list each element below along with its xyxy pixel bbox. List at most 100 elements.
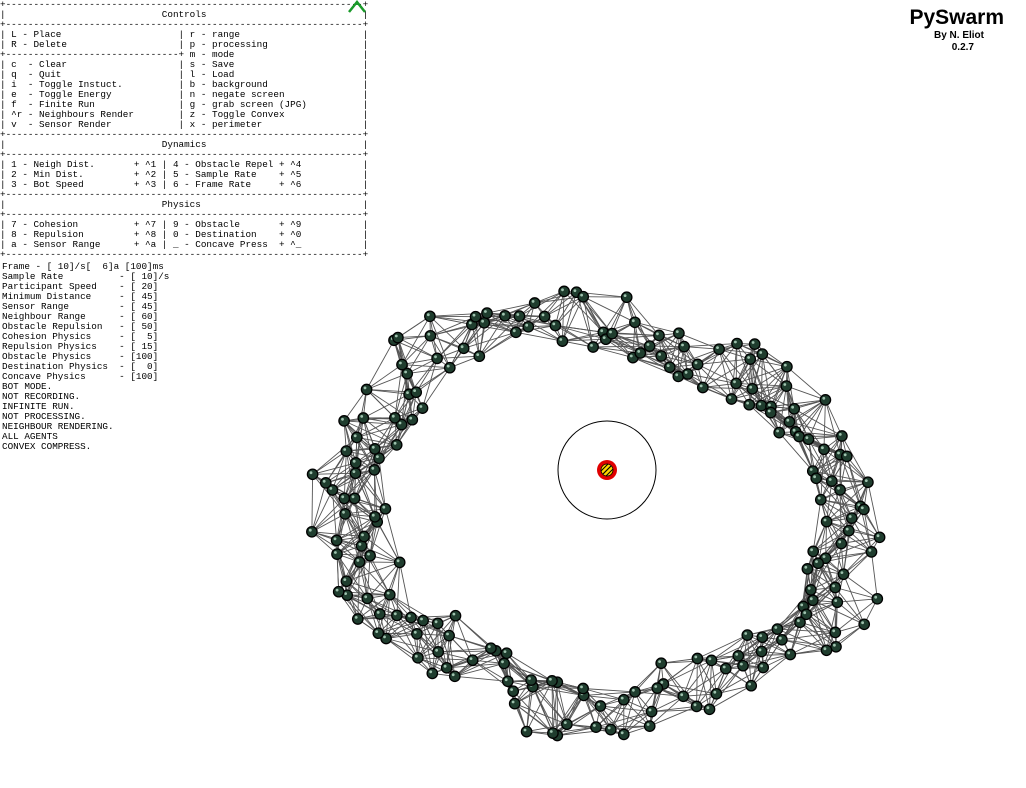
agent-node[interactable]	[547, 727, 559, 739]
agent-node[interactable]	[326, 484, 339, 496]
agent-node[interactable]	[341, 589, 354, 602]
agent-node[interactable]	[443, 629, 455, 642]
agent-node[interactable]	[837, 568, 850, 581]
agent-node[interactable]	[432, 646, 445, 658]
agent-node[interactable]	[538, 310, 551, 323]
agent-node[interactable]	[801, 563, 814, 575]
agent-node[interactable]	[606, 327, 618, 340]
agent-node[interactable]	[357, 412, 370, 424]
agent-node[interactable]	[349, 467, 362, 480]
agent-node[interactable]	[348, 492, 361, 505]
agent-node[interactable]	[353, 556, 366, 568]
agent-node[interactable]	[784, 648, 797, 661]
agent-node[interactable]	[744, 353, 757, 365]
agent-node[interactable]	[395, 418, 408, 431]
agent-node[interactable]	[771, 623, 784, 635]
agent-node[interactable]	[653, 329, 665, 342]
agent-node[interactable]	[873, 531, 886, 544]
agent-node[interactable]	[558, 285, 570, 298]
agent-node[interactable]	[730, 377, 742, 390]
agent-node[interactable]	[696, 381, 709, 394]
agent-node[interactable]	[513, 310, 526, 322]
agent-node[interactable]	[703, 703, 716, 716]
agent-node[interactable]	[340, 575, 353, 588]
agent-node[interactable]	[549, 319, 562, 332]
agent-node[interactable]	[831, 596, 844, 609]
agent-node[interactable]	[655, 350, 668, 362]
agent-node[interactable]	[431, 617, 444, 630]
agent-node[interactable]	[835, 537, 848, 550]
agent-node[interactable]	[629, 686, 641, 698]
agent-node[interactable]	[746, 382, 759, 395]
agent-node[interactable]	[577, 290, 590, 303]
agent-node[interactable]	[604, 723, 617, 736]
agent-node[interactable]	[802, 433, 815, 446]
agent-node[interactable]	[372, 627, 385, 640]
agent-node[interactable]	[617, 693, 630, 706]
agent-node[interactable]	[561, 718, 573, 731]
agent-node[interactable]	[501, 675, 514, 688]
agent-node[interactable]	[865, 546, 878, 558]
agent-node[interactable]	[629, 316, 641, 329]
agent-node[interactable]	[764, 406, 777, 419]
agent-node[interactable]	[424, 329, 437, 342]
agent-node[interactable]	[663, 361, 676, 374]
agent-node[interactable]	[449, 609, 462, 622]
agent-node[interactable]	[469, 310, 482, 323]
agent-node[interactable]	[705, 654, 718, 667]
agent-node[interactable]	[783, 415, 796, 428]
agent-node[interactable]	[725, 393, 738, 405]
agent-node[interactable]	[862, 476, 874, 489]
agent-node[interactable]	[830, 640, 842, 653]
agent-node[interactable]	[829, 581, 842, 594]
agent-node[interactable]	[330, 534, 343, 547]
agent-node[interactable]	[681, 368, 694, 380]
agent-node[interactable]	[678, 340, 690, 353]
agent-node[interactable]	[339, 508, 351, 520]
agent-node[interactable]	[364, 549, 376, 562]
agent-node[interactable]	[719, 662, 732, 675]
agent-node[interactable]	[829, 626, 842, 639]
agent-node[interactable]	[498, 657, 510, 670]
agent-node[interactable]	[499, 309, 511, 322]
agent-node[interactable]	[440, 661, 453, 674]
agent-node[interactable]	[634, 347, 647, 359]
agent-node[interactable]	[410, 386, 423, 399]
agent-node[interactable]	[355, 540, 368, 552]
agent-node[interactable]	[368, 464, 381, 476]
agent-node[interactable]	[651, 682, 664, 694]
agent-node[interactable]	[804, 584, 817, 596]
agent-node[interactable]	[358, 530, 370, 543]
agent-node[interactable]	[338, 492, 351, 505]
agent-node[interactable]	[732, 650, 745, 662]
agent-node[interactable]	[845, 512, 858, 524]
agent-node[interactable]	[369, 443, 381, 455]
agent-node[interactable]	[820, 515, 833, 528]
agent-node[interactable]	[485, 642, 497, 655]
agent-node[interactable]	[349, 457, 362, 469]
agent-node[interactable]	[834, 484, 846, 496]
agent-node[interactable]	[810, 472, 823, 485]
agent-node[interactable]	[807, 545, 820, 558]
agent-node[interactable]	[306, 468, 319, 481]
agent-node[interactable]	[416, 402, 429, 414]
agent-node[interactable]	[781, 360, 793, 373]
agent-node[interactable]	[757, 661, 770, 674]
agent-node[interactable]	[858, 618, 871, 631]
agent-node[interactable]	[780, 380, 793, 392]
agent-node[interactable]	[332, 585, 345, 598]
agent-node[interactable]	[691, 358, 704, 371]
agent-node[interactable]	[741, 629, 754, 641]
agent-node[interactable]	[379, 502, 392, 515]
destination-target[interactable]	[597, 460, 617, 480]
agent-node[interactable]	[800, 608, 813, 621]
agent-node[interactable]	[401, 367, 414, 380]
agent-node[interactable]	[788, 402, 801, 415]
agent-node[interactable]	[457, 342, 470, 355]
agent-node[interactable]	[556, 335, 569, 347]
agent-node[interactable]	[508, 697, 521, 710]
agent-node[interactable]	[756, 348, 769, 360]
agent-node[interactable]	[481, 307, 493, 319]
agent-node[interactable]	[546, 675, 558, 687]
agent-node[interactable]	[587, 341, 599, 353]
